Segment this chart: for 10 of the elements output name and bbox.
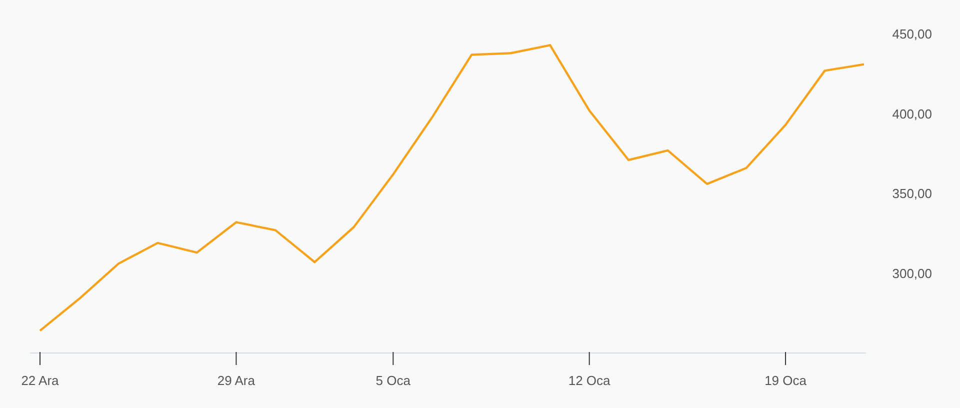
x-tick-label: 12 Oca: [568, 373, 612, 388]
x-tick-label: 22 Ara: [21, 373, 60, 388]
x-tick-label: 19 Oca: [764, 373, 808, 388]
y-tick-label: 400,00: [892, 106, 932, 122]
x-tick-label: 29 Ara: [217, 373, 256, 388]
y-tick-label: 450,00: [892, 26, 932, 42]
x-tick-label: 5 Oca: [376, 373, 412, 388]
line-series: [38, 44, 866, 332]
y-tick-label: 350,00: [892, 186, 932, 202]
y-tick-label: 300,00: [892, 266, 932, 281]
